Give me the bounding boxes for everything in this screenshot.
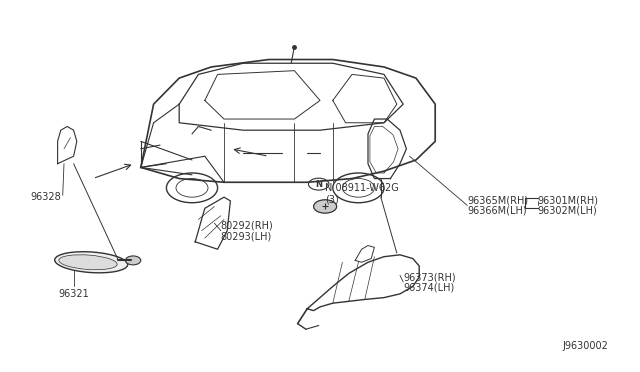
- Text: N 08911-W62G
(3): N 08911-W62G (3): [325, 183, 399, 204]
- Ellipse shape: [59, 255, 117, 270]
- Text: 96366M(LH): 96366M(LH): [467, 205, 527, 215]
- Text: J9630002: J9630002: [562, 341, 608, 351]
- Text: 96302M(LH): 96302M(LH): [538, 205, 597, 215]
- Text: 80293(LH): 80293(LH): [221, 231, 272, 241]
- Text: 96374(LH): 96374(LH): [403, 282, 454, 292]
- Ellipse shape: [54, 252, 128, 273]
- Circle shape: [125, 256, 141, 265]
- Text: 96321: 96321: [58, 289, 89, 299]
- Text: 96365M(RH): 96365M(RH): [467, 196, 529, 206]
- Text: 80292(RH): 80292(RH): [221, 220, 273, 230]
- Text: 96328: 96328: [30, 192, 61, 202]
- Text: 96373(RH): 96373(RH): [403, 272, 456, 282]
- Text: 96301M(RH): 96301M(RH): [538, 196, 598, 206]
- Text: N: N: [316, 180, 322, 189]
- Circle shape: [314, 200, 337, 213]
